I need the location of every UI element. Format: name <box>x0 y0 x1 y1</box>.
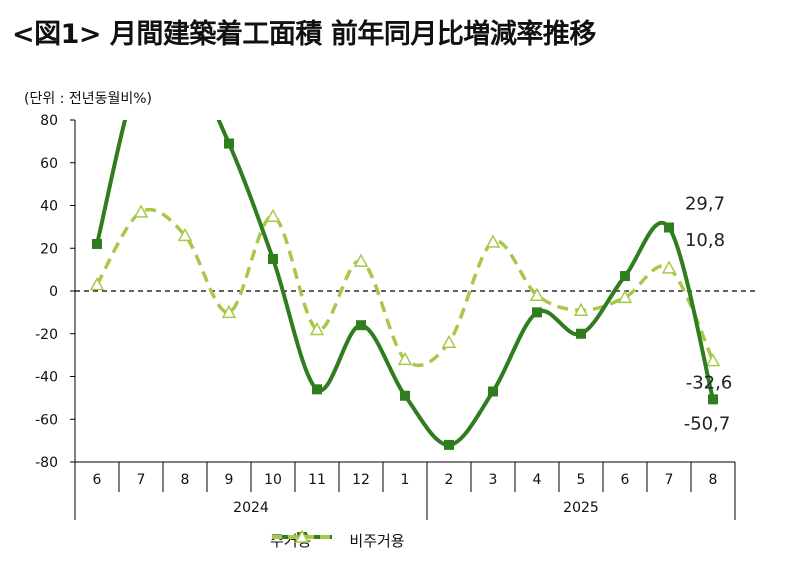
data-point-non-residential <box>573 302 589 316</box>
data-point-non-residential <box>133 204 149 218</box>
x-tick-label: 4 <box>533 472 542 488</box>
legend-item-non-residential: 비주거용 <box>272 530 405 551</box>
data-point-residential <box>268 253 278 264</box>
data-point-non-residential <box>309 321 325 336</box>
data-point-residential <box>92 238 102 249</box>
y-tick-label: 80 <box>40 113 58 129</box>
y-tick-label: 0 <box>49 284 58 300</box>
data-point-non-residential <box>221 304 237 319</box>
data-label: -32,6 <box>686 373 733 394</box>
data-label: 29,7 <box>685 194 725 215</box>
data-point-non-residential <box>441 334 457 349</box>
x-tick-label: 1 <box>401 472 410 488</box>
data-point-non-residential <box>617 289 633 304</box>
legend-label-non-residential: 비주거용 <box>349 532 405 550</box>
data-point-residential <box>620 271 630 282</box>
data-point-residential <box>576 328 586 339</box>
data-point-non-residential <box>529 287 545 302</box>
y-tick-label: 40 <box>40 199 58 215</box>
data-point-non-residential <box>265 208 281 222</box>
x-tick-label: 7 <box>665 472 674 488</box>
year-label: 2025 <box>563 500 599 516</box>
chart-title: <図1> 月間建築着工面積 前年同月比増減率推移 <box>12 19 596 50</box>
y-tick-label: -40 <box>35 370 58 386</box>
x-tick-label: 3 <box>489 472 498 488</box>
data-point-non-residential <box>705 353 721 367</box>
x-tick-label: 9 <box>225 472 234 488</box>
x-tick-label: 6 <box>621 472 630 488</box>
data-point-residential <box>664 222 674 233</box>
x-tick-label: 11 <box>308 472 326 488</box>
data-point-residential <box>532 307 542 318</box>
data-point-residential <box>312 384 322 395</box>
y-tick-label: 60 <box>40 156 58 172</box>
x-tick-label: 5 <box>577 472 586 488</box>
data-point-non-residential <box>485 234 501 248</box>
x-tick-label: 10 <box>264 472 282 488</box>
data-point-non-residential <box>353 253 369 267</box>
y-tick-label: -20 <box>35 327 58 343</box>
unit-label: (단위 : 전년동월비%) <box>24 91 153 107</box>
legend-marker-non-residential <box>272 530 332 543</box>
year-label: 2024 <box>233 500 269 516</box>
data-point-residential <box>444 439 454 450</box>
data-point-residential <box>708 394 718 405</box>
x-tick-label: 8 <box>709 472 718 488</box>
data-label: -50,7 <box>684 413 731 434</box>
data-point-non-residential <box>397 351 413 366</box>
data-point-residential <box>400 390 410 401</box>
x-tick-label: 12 <box>352 472 370 488</box>
x-tick-label: 6 <box>93 472 102 488</box>
y-tick-label: 20 <box>40 241 58 257</box>
series-line-residential <box>95 120 715 447</box>
data-point-residential <box>488 386 498 397</box>
data-label: 10,8 <box>685 230 725 251</box>
data-point-residential <box>224 138 234 149</box>
x-tick-label: 2 <box>445 472 454 488</box>
data-point-non-residential <box>661 260 677 274</box>
y-tick-label: -60 <box>35 412 58 428</box>
data-point-residential <box>356 320 366 331</box>
series-line-non-residential <box>95 208 715 367</box>
legend: 주거용 비주거용 <box>270 530 405 551</box>
data-point-non-residential <box>177 227 193 242</box>
data-point-non-residential <box>89 277 105 291</box>
x-tick-label: 7 <box>137 472 146 488</box>
x-tick-label: 8 <box>181 472 190 488</box>
y-tick-label: -80 <box>35 455 58 471</box>
